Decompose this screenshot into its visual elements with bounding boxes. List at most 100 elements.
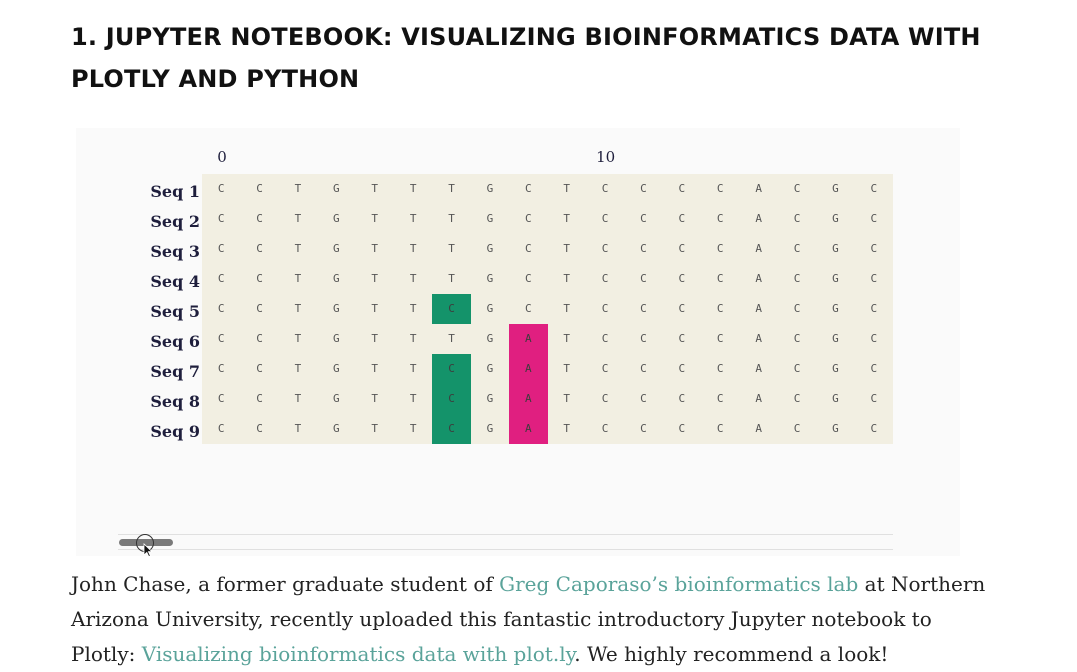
alignment-cell: G bbox=[333, 272, 340, 285]
alignment-cell: G bbox=[486, 392, 494, 405]
alignment-cell: A bbox=[509, 414, 548, 444]
notebook-link[interactable]: Visualizing bioinformatics data with plo… bbox=[141, 642, 575, 666]
row-label: Seq 4 bbox=[150, 272, 200, 291]
row-label: Seq 9 bbox=[150, 422, 200, 441]
mouse-cursor-icon bbox=[143, 543, 153, 558]
alignment-cell: C bbox=[640, 362, 647, 375]
alignment-cell: T bbox=[409, 212, 417, 225]
alignment-cell: T bbox=[409, 392, 417, 405]
alignment-cell: G bbox=[832, 242, 839, 255]
alignment-cell: T bbox=[371, 212, 379, 225]
alignment-cell: C bbox=[678, 272, 686, 285]
alignment-cell: A bbox=[755, 392, 762, 405]
alignment-cell: T bbox=[409, 182, 417, 195]
alignment-cell: A bbox=[755, 212, 762, 225]
alignment-cell: G bbox=[486, 182, 494, 195]
alignment-cell: C bbox=[256, 362, 263, 375]
alignment-cell: C bbox=[524, 242, 532, 255]
alignment-cell: G bbox=[333, 302, 340, 315]
description-paragraph: John Chase, a former graduate student of… bbox=[71, 567, 1001, 672]
alignment-cell: C bbox=[432, 414, 471, 444]
alignment-cell: G bbox=[832, 422, 839, 435]
alignment-cell: C bbox=[716, 212, 724, 225]
caporaso-lab-link[interactable]: Greg Caporaso’s bioinformatics lab bbox=[499, 572, 859, 596]
alignment-cell: C bbox=[256, 332, 263, 345]
alignment-cell: T bbox=[563, 182, 570, 195]
row-label: Seq 2 bbox=[150, 212, 200, 231]
alignment-cell: T bbox=[409, 302, 417, 315]
alignment-cell: T bbox=[409, 242, 417, 255]
alignment-cell: T bbox=[409, 422, 417, 435]
row-label: Seq 3 bbox=[150, 242, 200, 261]
alignment-cell: T bbox=[448, 242, 455, 255]
alignment-cell: C bbox=[793, 362, 801, 375]
alignment-cell: T bbox=[563, 392, 570, 405]
paragraph-text-3: . We highly recommend a look! bbox=[574, 642, 889, 666]
alignment-cell: T bbox=[294, 182, 302, 195]
alignment-cell: G bbox=[333, 212, 340, 225]
alignment-cell: C bbox=[640, 182, 647, 195]
alignment-cell: C bbox=[870, 422, 878, 435]
alignment-cell: C bbox=[524, 212, 532, 225]
alignment-cell: A bbox=[755, 362, 762, 375]
alignment-cell: C bbox=[678, 242, 686, 255]
alignment-cell: C bbox=[678, 362, 686, 375]
alignment-cell: A bbox=[755, 302, 762, 315]
alignment-cell: T bbox=[294, 392, 302, 405]
alignment-cell: T bbox=[563, 272, 570, 285]
alignment-cell: G bbox=[333, 392, 340, 405]
alignment-cell: C bbox=[678, 212, 686, 225]
alignment-heatmap[interactable]: C C T G T T T G C T C C C C A C G C C C T G T T T G C T C C C C A C G C C C T G… bbox=[202, 174, 893, 444]
alignment-cell: C bbox=[640, 422, 647, 435]
alignment-cell: C bbox=[524, 272, 532, 285]
alignment-cell: G bbox=[333, 332, 340, 345]
alignment-cell: C bbox=[870, 362, 878, 375]
alignment-cell: C bbox=[640, 242, 647, 255]
alignment-cell: A bbox=[755, 242, 762, 255]
alignment-cell: T bbox=[448, 332, 455, 345]
alignment-cell: C bbox=[256, 272, 263, 285]
alignment-cell: T bbox=[563, 242, 570, 255]
alignment-cell: C bbox=[601, 182, 609, 195]
alignment-cell: A bbox=[755, 272, 762, 285]
alignment-cell: C bbox=[601, 272, 609, 285]
alignment-cell: C bbox=[601, 242, 609, 255]
alignment-cell: C bbox=[678, 302, 686, 315]
alignment-cell: G bbox=[486, 212, 494, 225]
range-slider-track[interactable] bbox=[118, 534, 893, 550]
alignment-cell: C bbox=[601, 332, 609, 345]
alignment-cell: T bbox=[371, 182, 379, 195]
page-title: 1. JUPYTER NOTEBOOK: VISUALIZING BIOINFO… bbox=[71, 23, 981, 93]
alignment-cell: A bbox=[755, 332, 762, 345]
alignment-cell: C bbox=[432, 294, 471, 324]
alignment-cell: C bbox=[640, 212, 647, 225]
alignment-cell: C bbox=[870, 182, 878, 195]
alignment-cell: C bbox=[217, 242, 225, 255]
alignment-cell: T bbox=[409, 332, 417, 345]
alignment-cell: T bbox=[409, 362, 417, 375]
alignment-cell: T bbox=[448, 182, 455, 195]
alignment-cell: C bbox=[601, 302, 609, 315]
alignment-cell: T bbox=[294, 422, 302, 435]
alignment-cell: T bbox=[294, 332, 302, 345]
alignment-cell: C bbox=[793, 302, 801, 315]
alignment-cell: C bbox=[524, 182, 532, 195]
alignment-cell: C bbox=[217, 362, 225, 375]
alignment-cell: A bbox=[755, 182, 762, 195]
alignment-cell: C bbox=[870, 332, 878, 345]
alignment-cell: G bbox=[832, 212, 839, 225]
alignment-cell: C bbox=[217, 422, 225, 435]
alignment-cell: G bbox=[333, 422, 340, 435]
row-label: Seq 8 bbox=[150, 392, 200, 411]
alignment-cell: T bbox=[563, 422, 570, 435]
alignment-cell: T bbox=[371, 422, 379, 435]
alignment-cell: C bbox=[870, 212, 878, 225]
alignment-cell: G bbox=[832, 272, 839, 285]
alignment-cell: T bbox=[294, 362, 302, 375]
alignment-cell: A bbox=[509, 324, 548, 354]
alignment-cell: C bbox=[256, 182, 263, 195]
alignment-cell: G bbox=[832, 332, 839, 345]
row-label: Seq 6 bbox=[150, 332, 200, 351]
alignment-cell: C bbox=[256, 392, 263, 405]
alignment-cell: C bbox=[870, 302, 878, 315]
